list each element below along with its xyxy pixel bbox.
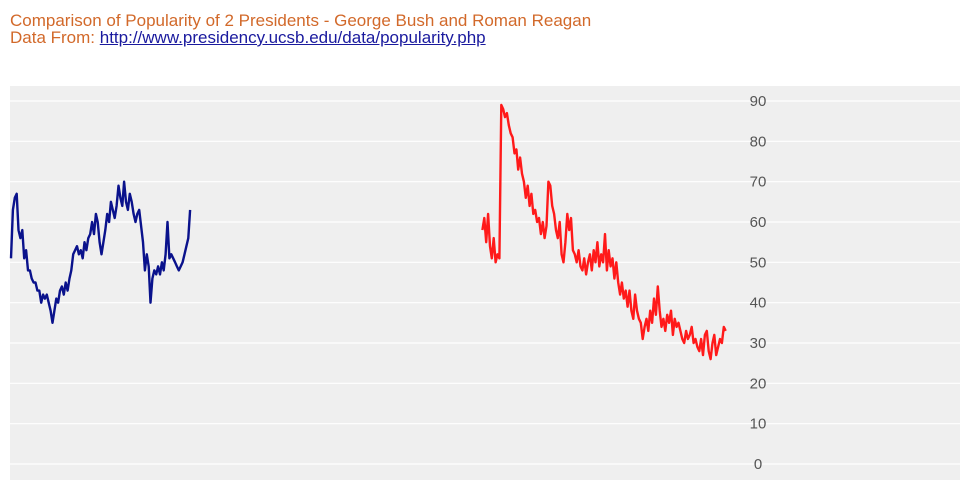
- chart-header: Comparison of Popularity of 2 Presidents…: [10, 12, 591, 46]
- y-tick-label-0: 0: [754, 456, 762, 473]
- y-tick-label-10: 10: [750, 416, 767, 433]
- plot-background: [10, 86, 960, 480]
- series-line-2: [481, 103, 727, 361]
- y-tick-label-60: 60: [750, 214, 767, 231]
- gridlines: [10, 100, 960, 465]
- y-tick-label-90: 90: [750, 93, 767, 110]
- y-tick-label-80: 80: [750, 133, 767, 150]
- y-tick-label-70: 70: [750, 174, 767, 191]
- chart-subtitle: Data From: http://www.presidency.ucsb.ed…: [10, 29, 591, 46]
- y-tick-label-50: 50: [750, 254, 767, 271]
- series-lines: [9, 103, 727, 361]
- y-tick-label-40: 40: [750, 295, 767, 312]
- series-line-1: [9, 180, 192, 324]
- source-link[interactable]: http://www.presidency.ucsb.edu/data/popu…: [99, 28, 486, 47]
- y-tick-label-30: 30: [750, 335, 767, 352]
- subtitle-prefix: Data From:: [10, 28, 100, 47]
- chart-title: Comparison of Popularity of 2 Presidents…: [10, 11, 592, 30]
- y-tick-label-20: 20: [750, 375, 767, 392]
- y-axis-tick-labels: 0 10 20 30 40 50 60 70 80 90: [750, 93, 767, 473]
